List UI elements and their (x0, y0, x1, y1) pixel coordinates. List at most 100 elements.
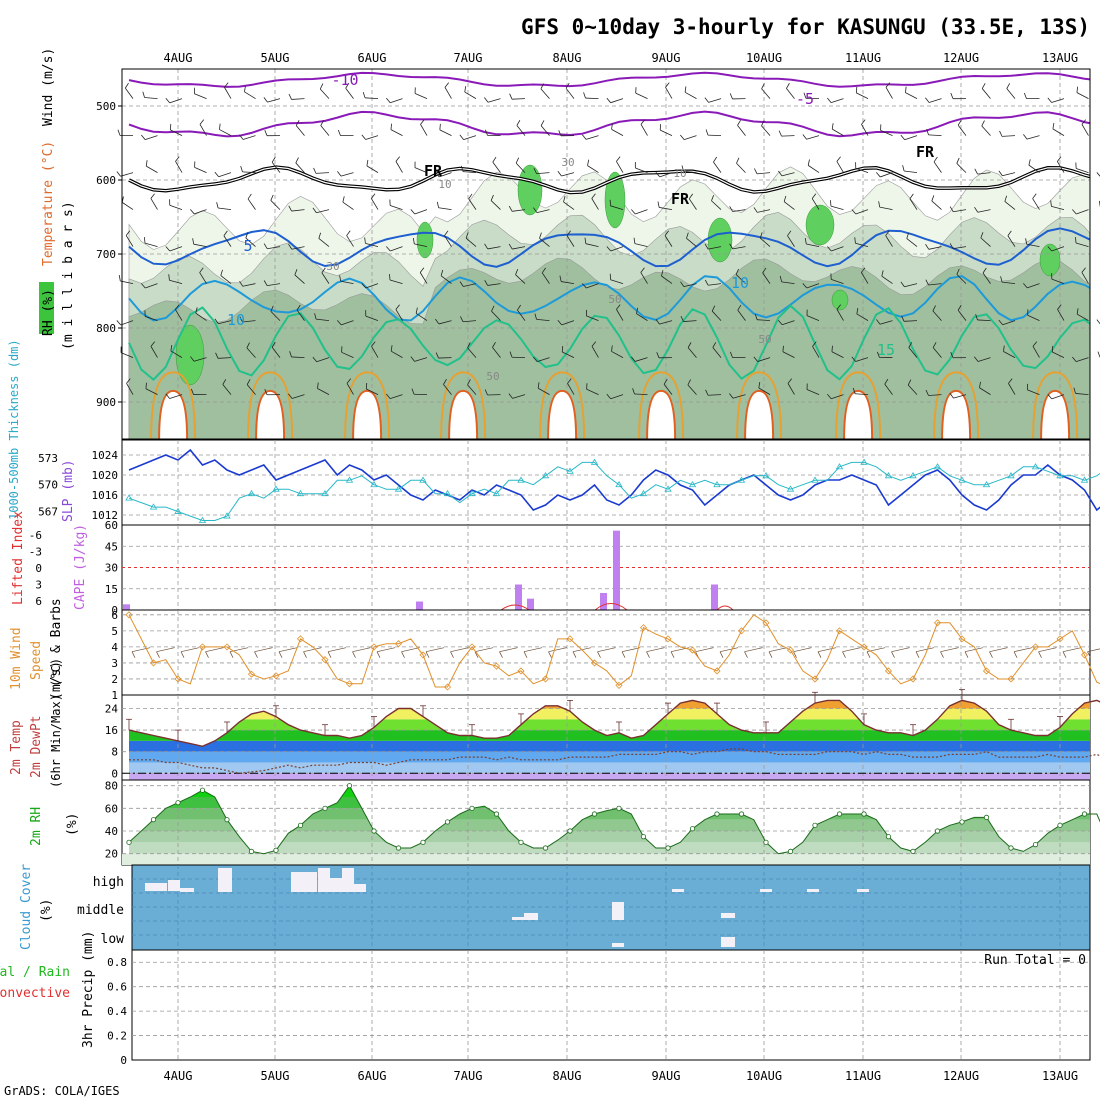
cloud-clear-block (291, 872, 317, 892)
thickness-tick: 570 (38, 479, 58, 492)
wind-tick: 6 (111, 609, 118, 622)
li-tick: -3 (29, 546, 42, 559)
cape-tick: 30 (105, 562, 118, 575)
rh-marker (960, 820, 964, 824)
wind-barb-flag (117, 320, 121, 325)
ylabel-temp: Temperature (°C) (41, 141, 56, 266)
rh-marker (445, 820, 449, 824)
wind-barb (782, 136, 795, 137)
cloud-clear-block (612, 943, 624, 947)
top-date-10AUG: 10AUG (746, 51, 782, 65)
bottom-date-12AUG: 12AUG (943, 1069, 979, 1083)
rh-marker (372, 829, 376, 833)
chart-title: GFS 0~10day 3-hourly for KASUNGU (33.5E,… (521, 15, 1090, 39)
rh-marker (176, 800, 180, 804)
ylabel-millibars: (m i l l i b a r s) (61, 201, 76, 350)
temp-tick: 0 (111, 767, 118, 780)
temp-band (122, 741, 1090, 752)
rh-marker (837, 812, 841, 816)
bottom-date-5AUG: 5AUG (261, 1069, 290, 1083)
precip-ticks: 0.80.60.40.20 (107, 956, 127, 1067)
contour-label: 15 (877, 341, 895, 359)
cloud-clear-block (807, 889, 819, 892)
rh-marker (911, 849, 915, 853)
cloud-clear-block (168, 880, 180, 891)
bottom-date-8AUG: 8AUG (553, 1069, 582, 1083)
top-date-13AUG: 13AUG (1042, 51, 1078, 65)
wind-barb-flag (117, 172, 121, 177)
rh-high-patch (832, 290, 848, 310)
bottom-date-10AUG: 10AUG (746, 1069, 782, 1083)
slp-tick: 1024 (92, 449, 119, 462)
rh-marker (641, 834, 645, 838)
cape-tick: 60 (105, 519, 118, 532)
wind-barb-flag (1075, 237, 1076, 243)
cloud-clear-block (857, 889, 869, 892)
cloud-clear-block (180, 888, 194, 892)
slp-tick: 1016 (92, 489, 119, 502)
top-date-11AUG: 11AUG (845, 51, 881, 65)
top-date-9AUG: 9AUG (652, 51, 681, 65)
temp-band (122, 762, 1090, 773)
temp-tick: 8 (111, 746, 118, 759)
rh-marker (862, 812, 866, 816)
cloud-clear-block (760, 889, 772, 892)
ylabel-2m-dewpt: 2m DewPt (29, 715, 44, 778)
cape-bar (613, 531, 620, 610)
wind-barb (586, 98, 599, 99)
rh-marker (1058, 823, 1062, 827)
thickness-tick: 573 (38, 452, 58, 465)
temp-tick: 24 (105, 702, 119, 715)
contour-label: FR (916, 143, 935, 161)
contour-label: 10 (673, 167, 686, 180)
ylabel-minmax: (6hr Min/Max) (°C) (49, 658, 63, 788)
top-date-5AUG: 5AUG (261, 51, 290, 65)
rh-marker (543, 846, 547, 850)
rh-marker (274, 848, 278, 852)
top-date-6AUG: 6AUG (358, 51, 387, 65)
rh-high-patch (708, 218, 732, 262)
rh-marker (568, 829, 572, 833)
rh-marker (1082, 812, 1086, 816)
cloud-level-high: high (93, 875, 124, 890)
ylabel-2m-temp: 2m Temp (9, 720, 24, 775)
bottom-date-7AUG: 7AUG (454, 1069, 483, 1083)
top-date-7AUG: 7AUG (454, 51, 483, 65)
bottom-date-4AUG: 4AUG (164, 1069, 193, 1083)
rh-marker (764, 840, 768, 844)
cloud-clear-block (330, 878, 344, 892)
rh-marker (519, 840, 523, 844)
bottom-date-9AUG: 9AUG (652, 1069, 681, 1083)
precip-tick: 0.8 (107, 956, 127, 969)
top-date-8AUG: 8AUG (553, 51, 582, 65)
rh-marker (666, 846, 670, 850)
precip-panel: 0.80.60.40.20 Run Total = 0 Total / Rain… (0, 931, 1090, 1067)
precip-tick: 0.2 (107, 1030, 127, 1043)
rh-marker (127, 840, 131, 844)
bottom-date-13AUG: 13AUG (1042, 1069, 1078, 1083)
y-tick-label: 900 (96, 396, 116, 409)
contour-label: 10 (731, 274, 749, 292)
y-tick-label: 700 (96, 248, 116, 261)
cloud-clear-block (672, 889, 684, 892)
bottom-date-6AUG: 6AUG (358, 1069, 387, 1083)
precip-tick: 0 (120, 1054, 127, 1067)
vertical-profile-ylabel: RH (%) Temperature (°C) Wind (m/s) (m i … (39, 48, 76, 350)
wind-barb-flag (118, 130, 120, 136)
ylabel-slp: SLP (mb) (61, 459, 76, 522)
rh-marker (396, 846, 400, 850)
li-tick: 3 (35, 579, 42, 592)
contour-label: 50 (758, 333, 771, 346)
li-tick: 6 (35, 595, 42, 608)
rh-marker (200, 788, 204, 792)
rh-marker (421, 840, 425, 844)
contour-label: 10 (438, 178, 451, 191)
cloud-clear-block (342, 868, 354, 892)
cloud-clear-block (512, 917, 524, 920)
temp-band (122, 773, 1090, 780)
ylabel-cloud-pct: (%) (39, 899, 54, 922)
